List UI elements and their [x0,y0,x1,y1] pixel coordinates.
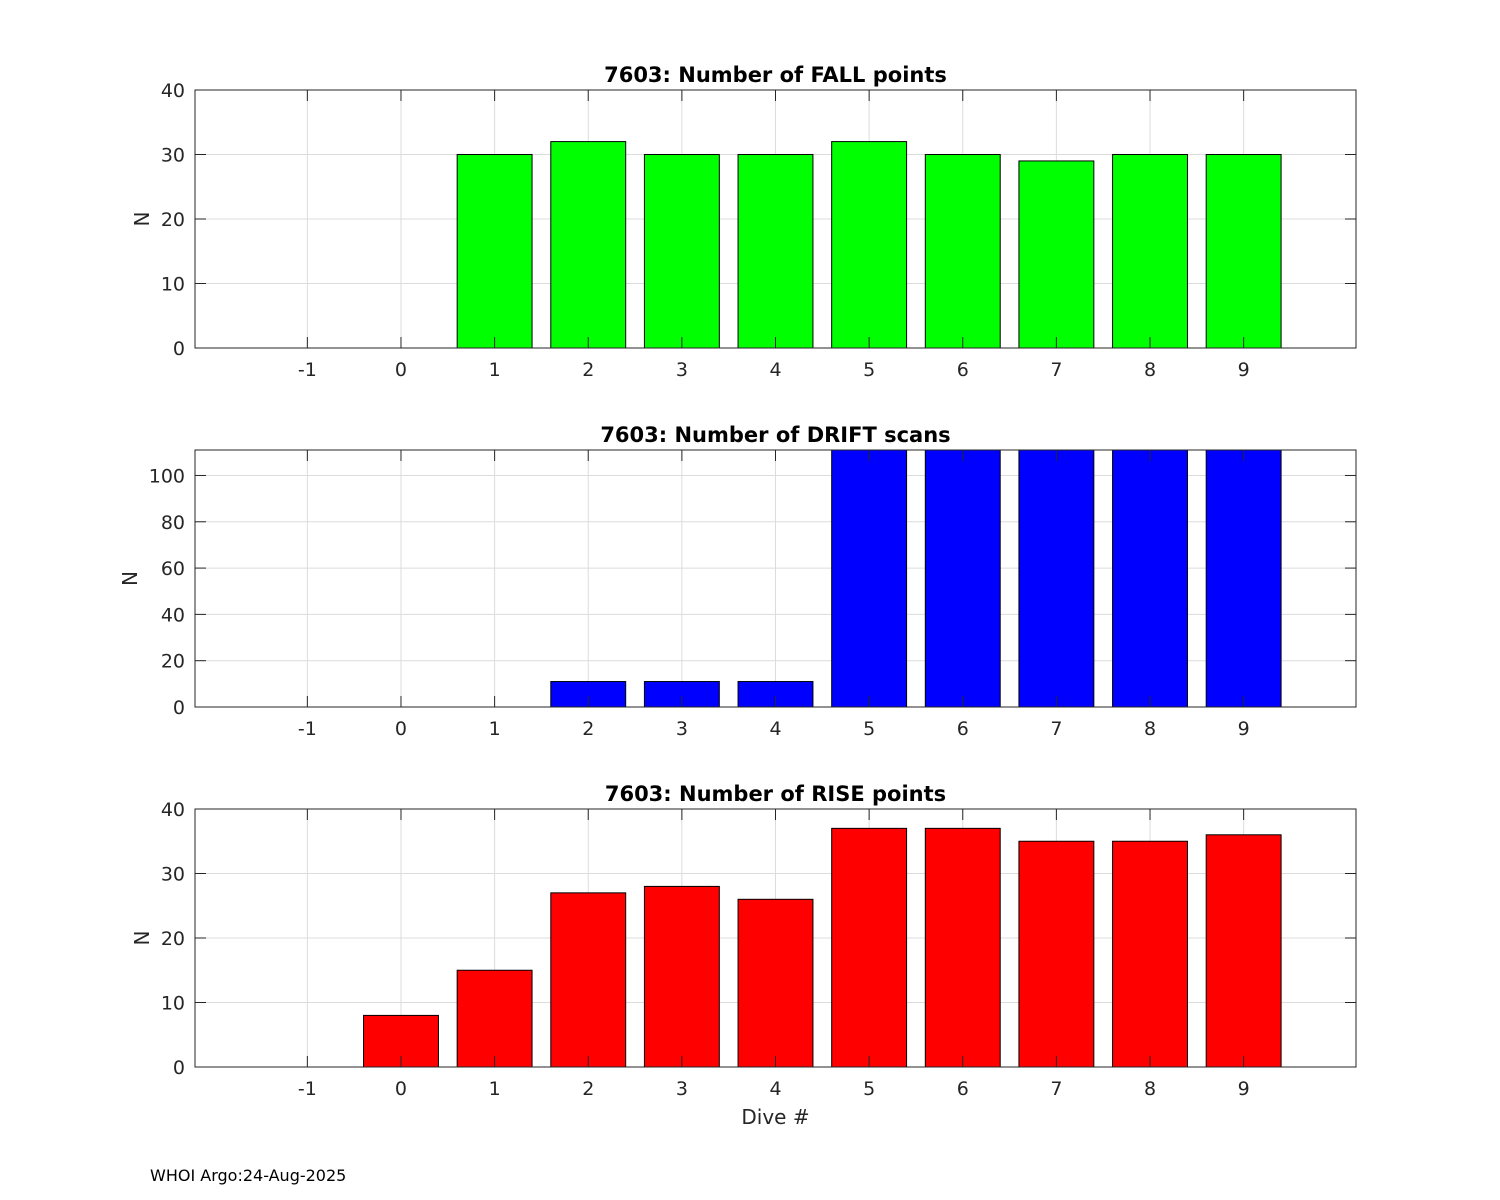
y-tick-label: 0 [173,338,185,360]
x-tick-label: 6 [957,1078,969,1100]
y-tick-label: 20 [161,928,185,950]
y-tick-label: 0 [173,697,185,719]
bar-dive-7 [1018,449,1095,708]
chart-panel-3: -1 0 1 2 3 4 5 6 7 8 9 0 10 20 30 40 7603: Number of RIS… [130,782,1357,1129]
x-tick-label: 7 [1050,359,1062,381]
bar-dive-4 [737,898,814,1068]
y-tick-label: 10 [161,993,185,1015]
x-tick-label: 1 [489,718,501,740]
x-tick-label: 9 [1238,1078,1250,1100]
y-axis-label: N [130,931,154,946]
x-tick-label: 3 [676,359,688,381]
x-tick-label: -1 [298,1078,317,1100]
x-tick-label: 0 [395,718,407,740]
bar-dive-9 [1205,834,1282,1068]
y-tick-label: 60 [161,558,185,580]
x-tick-label: 8 [1144,718,1156,740]
x-tick-label: 6 [957,359,969,381]
x-tick-label: 7 [1050,718,1062,740]
chart-panel-2: -1 0 1 2 3 4 5 6 7 8 9 0 20 40 60 80 100 7603: Number of … [118,423,1357,740]
x-tick-label: 6 [957,718,969,740]
x-tick-label: -1 [298,718,317,740]
bar-dive-3 [643,885,720,1068]
x-tick-label: 1 [489,1078,501,1100]
x-tick-label: 5 [863,359,875,381]
x-tick-label: 9 [1238,359,1250,381]
x-tick-label: 4 [769,359,781,381]
x-tick-label: 5 [863,1078,875,1100]
y-tick-label: 20 [161,209,185,231]
y-axis-label: N [118,571,142,586]
x-tick-label: 2 [582,718,594,740]
bar-dive-4 [737,154,814,349]
x-tick-label: 4 [769,1078,781,1100]
y-tick-label: 30 [161,864,185,886]
bar-dive-8 [1112,840,1188,1068]
bar-dive-8 [1112,449,1188,708]
y-axis-label: N [130,212,154,227]
bar-dive-6 [924,154,1001,349]
bar-dive-7 [1018,160,1095,349]
bar-dive-1 [456,969,533,1068]
y-tick-label: 40 [161,604,185,626]
bar-dive-9 [1205,154,1282,349]
y-tick-label: 80 [161,512,185,534]
chart-title: 7603: Number of FALL points [604,63,947,87]
y-tick-label: 30 [161,145,185,167]
y-tick-label: 0 [173,1057,185,1079]
bar-dive-6 [924,827,1001,1068]
chart-title: 7603: Number of DRIFT scans [600,423,950,447]
y-tick-label: 100 [149,465,185,487]
x-tick-label: 0 [395,359,407,381]
x-tick-label: 1 [489,359,501,381]
y-tick-label: 10 [161,274,185,296]
y-tick-label: 20 [161,651,185,673]
x-tick-label: 4 [769,718,781,740]
bar-dive-6 [924,449,1001,708]
x-tick-label: 5 [863,718,875,740]
y-tick-label: 40 [161,80,185,102]
x-tick-label: 3 [676,718,688,740]
bar-dive-5 [831,827,908,1068]
x-axis-label: Dive # [741,1105,809,1129]
footer-credit: WHOI Argo:24-Aug-2025 [150,1166,347,1185]
x-tick-label: 3 [676,1078,688,1100]
chart-title: 7603: Number of RISE points [605,782,946,806]
x-tick-label: 2 [582,359,594,381]
bar-dive-5 [831,449,908,708]
bar-dive-7 [1018,840,1095,1068]
bar-dive-2 [550,892,627,1068]
bar-dive-1 [456,154,533,349]
x-tick-label: 7 [1050,1078,1062,1100]
x-tick-label: 8 [1144,1078,1156,1100]
chart-panel-1: -1 0 1 2 3 4 5 6 7 8 9 0 10 20 30 40 7603: Number of FAL… [130,63,1357,381]
x-tick-label: 2 [582,1078,594,1100]
x-tick-label: 9 [1238,718,1250,740]
x-tick-label: -1 [298,359,317,381]
x-tick-label: 8 [1144,359,1156,381]
x-tick-label: 0 [395,1078,407,1100]
bar-dive-8 [1112,154,1188,349]
bar-dive-0 [363,1014,439,1068]
y-tick-label: 40 [161,799,185,821]
bar-dive-3 [643,154,720,349]
bar-dive-9 [1205,449,1282,708]
bar-dive-2 [550,141,627,349]
bar-dive-5 [831,141,908,349]
